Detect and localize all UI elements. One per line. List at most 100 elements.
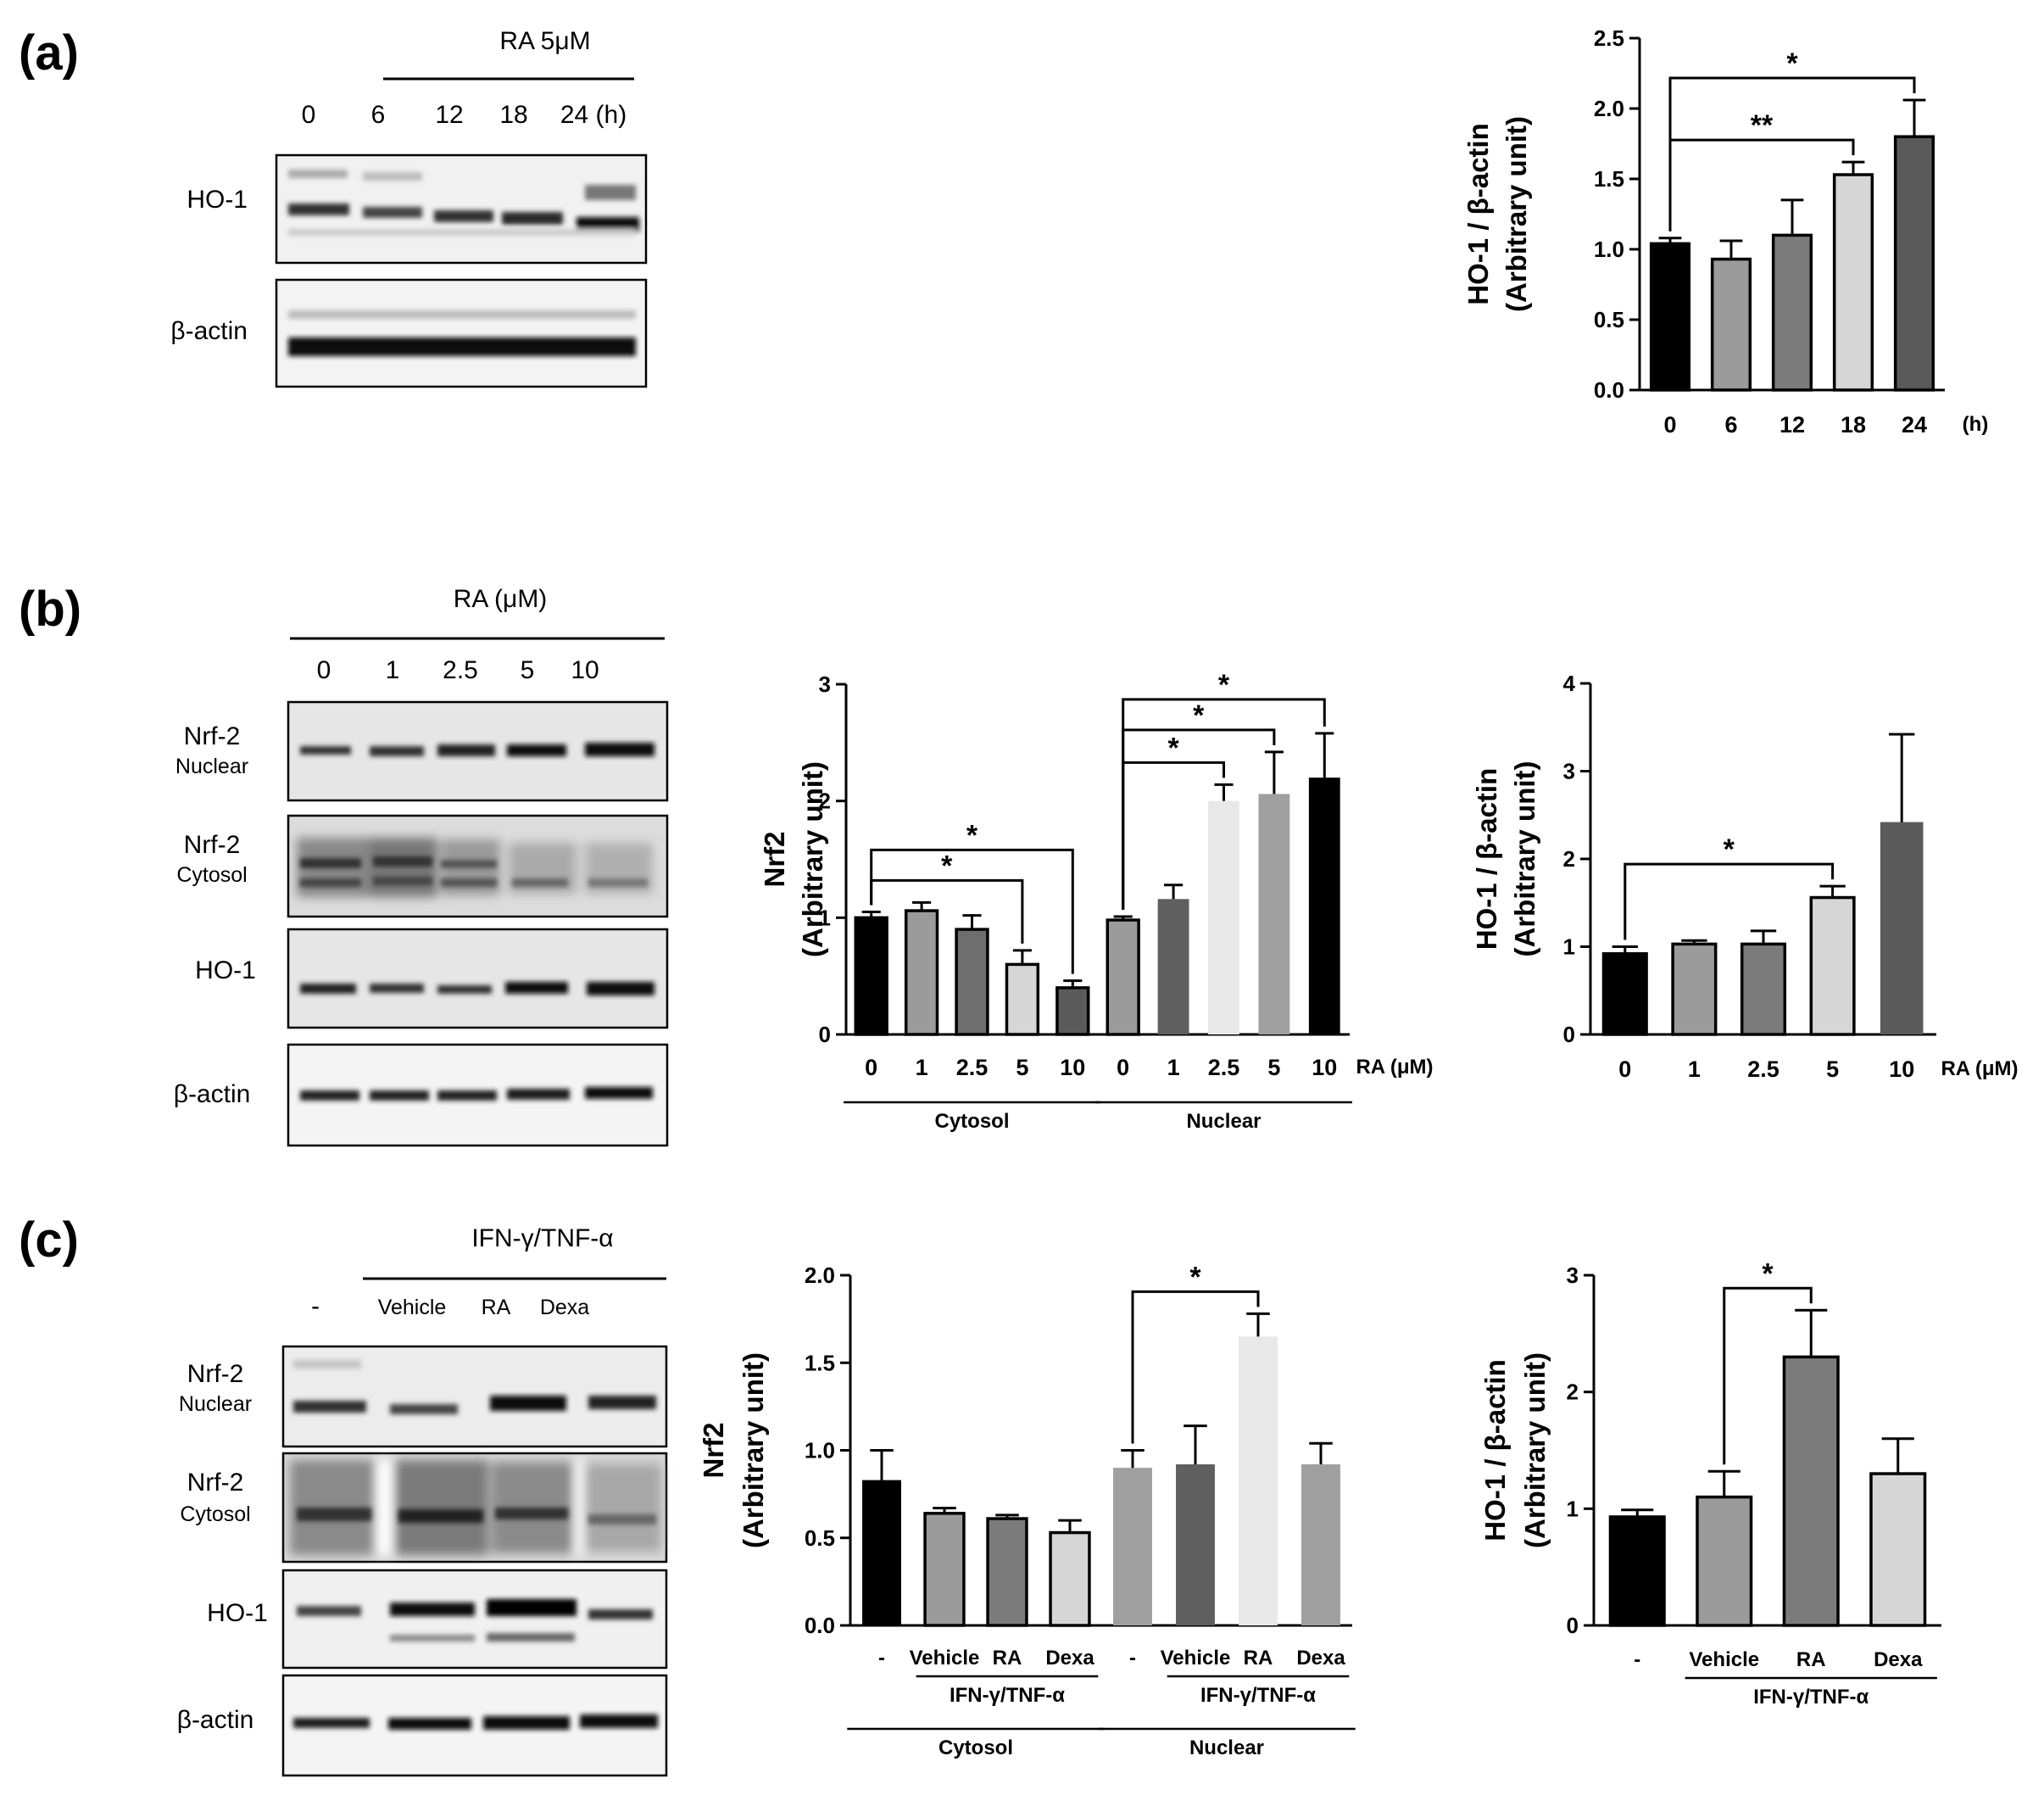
chart-c-ho1: 0 1 2 3 HO-1 / β-actin (Arbitrary unit) - Vehic…	[1479, 1257, 1941, 1709]
significance-label: *	[1724, 833, 1735, 866]
group-label: Cytosol	[938, 1736, 1013, 1759]
y-tick-label: 3	[819, 672, 831, 697]
blot-c-row0-name: Nrf-2	[187, 1360, 244, 1388]
blot-a-actin-bands	[288, 310, 636, 356]
x-tick-label: 0	[1117, 1055, 1129, 1080]
y-axis-label: Nrf2	[759, 831, 790, 887]
bar	[1893, 135, 1935, 392]
bar	[1649, 242, 1691, 392]
bar	[955, 928, 989, 1036]
x-tick-label: Vehicle	[1161, 1647, 1231, 1670]
x-tick-label: Vehicle	[910, 1647, 980, 1670]
group-label: Nuclear	[1189, 1736, 1264, 1759]
bar	[1671, 942, 1718, 1036]
y-tick-label: 0.0	[805, 1613, 835, 1638]
bar	[1880, 822, 1924, 1034]
x-tick-label: Dexa	[1296, 1647, 1345, 1670]
y-tick-label: 0	[819, 1022, 831, 1047]
blot-b: RA (μM) 0 1 2.5 5 10 Nrf-2 Nuclear Nrf-2…	[174, 585, 669, 1147]
x-tick-label: 10	[1889, 1056, 1914, 1082]
bar	[1157, 899, 1189, 1034]
blot-c-lane-2: RA	[482, 1296, 511, 1319]
panel-label-c: (c)	[19, 1212, 79, 1268]
x-tick-label: 2.5	[1208, 1055, 1240, 1080]
y-tick-label: 2.0	[1594, 96, 1624, 121]
blot-b-lane-4: 10	[571, 656, 599, 684]
x-tick-label: 5	[1016, 1055, 1028, 1080]
x-tick-label: Dexa	[1874, 1648, 1923, 1671]
y-tick-label: 0.0	[1594, 377, 1624, 403]
y-tick-label: 0	[1563, 1022, 1575, 1047]
significance-bracket	[1122, 728, 1276, 910]
significance-label: *	[1762, 1257, 1774, 1290]
x-tick-label: Dexa	[1045, 1647, 1094, 1670]
blot-b-row0-sub: Nuclear	[175, 755, 248, 778]
y-tick-label: 0	[1567, 1613, 1579, 1638]
blot-b-row1-sub: Cytosol	[176, 863, 247, 887]
x-tick-label: Vehicle	[1689, 1648, 1759, 1671]
treatment-label: IFN-γ/TNF-α	[1200, 1684, 1316, 1707]
blot-b-lane-1: 1	[386, 656, 400, 684]
blot-a-lane-0: 0	[302, 101, 316, 129]
bar	[1740, 942, 1787, 1036]
bar	[1239, 1336, 1278, 1625]
significance-bracket	[1723, 1286, 1813, 1465]
y-tick-label: 1.0	[1594, 237, 1624, 262]
y-tick-label: 2	[1567, 1380, 1579, 1405]
x-tick-label: 0	[1663, 412, 1676, 438]
blot-b-treatment: RA (μM)	[454, 585, 548, 613]
blot-a-actin-box	[275, 278, 648, 388]
blot-c-row3-name: β-actin	[177, 1706, 254, 1734]
blot-b-row0-name: Nrf-2	[184, 722, 241, 750]
bar	[923, 1512, 966, 1627]
blot-a: RA 5μM 0 6 12 18 24 (h) HO-1 β-actin	[170, 27, 648, 388]
y-tick-label: 2	[1563, 846, 1575, 872]
significance-label: *	[1786, 47, 1798, 80]
y-axis-label: HO-1 / β-actin	[1479, 1359, 1511, 1541]
group-label: Cytosol	[934, 1110, 1009, 1133]
x-tick-label: 18	[1841, 412, 1866, 438]
y-tick-label: 2	[819, 789, 831, 814]
significance-bracket	[1122, 698, 1326, 910]
chart-b-nrf2: 0 1 2 3 Nrf2 (Arbitrary unit) 0 1 2.5 5 10 0 1 2.5 5 10…	[759, 669, 1434, 1133]
x-tick-label: 10	[1060, 1055, 1085, 1080]
y-tick-label: 1.5	[1594, 166, 1624, 192]
x-tick-label: RA	[1796, 1648, 1826, 1671]
y-tick-label: 2.0	[805, 1263, 835, 1288]
blot-c-lane-3: Dexa	[540, 1296, 589, 1319]
x-tick-label: 0	[1618, 1056, 1631, 1082]
bar	[1308, 778, 1340, 1034]
y-tick-label: 0.5	[805, 1525, 835, 1551]
bar	[1176, 1464, 1215, 1625]
blot-a-row-ho1: HO-1	[187, 186, 248, 214]
blot-b-row2-name: HO-1	[195, 956, 256, 984]
blot-a-treatment: RA 5μM	[499, 27, 590, 55]
panel-label-b: (b)	[19, 582, 81, 637]
bar	[1809, 895, 1856, 1036]
bar	[1608, 1515, 1666, 1627]
blot-a-ho1-bands	[288, 170, 639, 236]
bar	[1113, 1468, 1152, 1625]
chart-a-ho1: 0.0 0.5 1.0 1.5 2.0 2.5 HO-1 / β-actin (Arbitra…	[1462, 25, 1988, 438]
significance-label: **	[1751, 109, 1774, 142]
blot-b-lane-2: 2.5	[443, 656, 478, 684]
blot-c-row2-name: HO-1	[207, 1599, 268, 1627]
bar	[854, 916, 888, 1036]
y-tick-label: 3	[1563, 759, 1575, 784]
bar	[1771, 233, 1813, 392]
significance-bracket	[1668, 138, 1855, 231]
blot-a-lane-3: 18	[499, 101, 527, 129]
x-tick-label: 1	[1167, 1055, 1180, 1080]
group-label: Nuclear	[1186, 1110, 1261, 1133]
x-tick-label: 1	[1688, 1056, 1701, 1082]
blot-b-lane-0: 0	[317, 656, 331, 684]
blot-b-lane-3: 5	[521, 656, 535, 684]
bar	[1301, 1464, 1340, 1625]
bar	[904, 909, 939, 1036]
blot-c-row1-name: Nrf-2	[187, 1469, 244, 1497]
blot-c-row0-sub: Nuclear	[179, 1392, 252, 1416]
panel-label-a: (a)	[19, 25, 79, 81]
y-tick-label: 0.5	[1594, 307, 1624, 332]
y-axis-label: (Arbitrary unit)	[1501, 116, 1532, 312]
significance-label: *	[1189, 1261, 1201, 1293]
